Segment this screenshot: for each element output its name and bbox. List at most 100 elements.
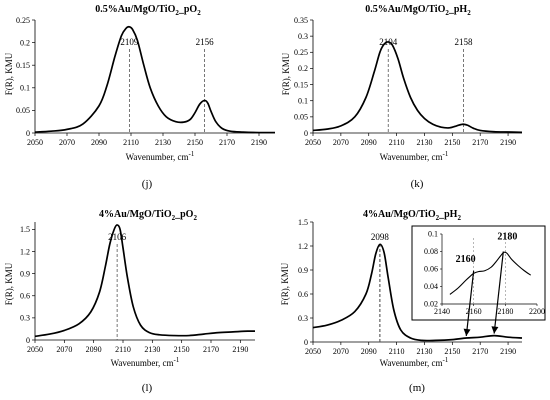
panel-l-title: 4%Au/MgO/TiO2_pO2 — [99, 209, 197, 222]
x-tick-label: 2170 — [203, 345, 219, 354]
x-tick-label: 2090 — [361, 347, 377, 356]
panel-l-letter: (l) — [142, 382, 153, 394]
y-tick-label: 0 — [26, 129, 30, 138]
y-tick-label: 0 — [304, 129, 308, 138]
panel-m: 4%Au/MgO/TiO2_pH2 F(R), KMU Wavenumber, … — [280, 209, 461, 394]
panel-k-title: 0.5%Au/MgO/TiO2_pH2 — [365, 4, 471, 17]
inset-x-tick-label: 2180 — [497, 307, 513, 316]
x-tick-label: 2110 — [123, 138, 139, 147]
inset-y-tick-label: 0.02 — [424, 300, 438, 309]
x-tick-label: 2050 — [27, 138, 43, 147]
x-tick-label: 2150 — [444, 347, 460, 356]
inset-series-line — [449, 251, 531, 295]
y-tick-label: 0.6 — [298, 290, 308, 299]
panel-l-ylabel: F(R), KMU — [4, 262, 14, 305]
x-tick-label: 2110 — [115, 345, 131, 354]
inset-x-tick-label: 2160 — [466, 307, 482, 316]
panel-j-ylabel: F(R), KMU — [4, 52, 14, 95]
plot-m: 0 0.3 0.6 0.9 1.2 1.5 2050 2070 2090 2110 2130 2150… — [298, 218, 546, 356]
y-tick-label: 0.1 — [20, 84, 30, 93]
y-tick-label: 0.05 — [16, 106, 30, 115]
panel-j: 0.5%Au/MgO/TiO2_pO2 F(R), KMU Wavenumber… — [4, 4, 201, 190]
x-tick-label: 2130 — [144, 345, 160, 354]
series-line — [312, 243, 523, 342]
x-tick-label: 2130 — [155, 138, 171, 147]
x-tick-label: 2150 — [187, 138, 203, 147]
series-line — [34, 224, 256, 338]
y-tick-label: 0 — [304, 338, 308, 347]
panel-l-xlabel: Wavenumber, cm-1 — [111, 356, 180, 368]
series-line — [312, 41, 523, 134]
inset-x-tick-label: 2140 — [434, 307, 450, 316]
x-tick-label: 2170 — [472, 138, 488, 147]
y-tick-label: 0.1 — [298, 97, 308, 106]
x-tick-label: 2190 — [251, 138, 267, 147]
x-tick-label: 2130 — [416, 347, 432, 356]
x-tick-label: 2170 — [219, 138, 235, 147]
inset-y-tick-label: 0.08 — [424, 247, 438, 256]
x-tick-label: 2110 — [389, 347, 405, 356]
y-tick-label: 0.3 — [298, 314, 308, 323]
x-tick-label: 2050 — [305, 138, 321, 147]
x-tick-label: 2190 — [500, 347, 516, 356]
x-tick-label: 2190 — [500, 138, 516, 147]
y-tick-label: 0.3 — [20, 314, 30, 323]
y-tick-label: 0.6 — [20, 292, 30, 301]
x-tick-label: 2090 — [91, 138, 107, 147]
x-tick-label: 2150 — [174, 345, 190, 354]
panel-k-letter: (k) — [411, 178, 424, 190]
peak-label: 2098 — [371, 232, 390, 242]
panel-k-ylabel: F(R), KMU — [281, 52, 291, 95]
y-tick-label: 1.5 — [20, 225, 30, 234]
plots-layer: 0 0.05 0.1 0.15 0.2 0.25 2050 2070 2090 2110 2130 2… — [16, 16, 546, 356]
inset-peak-label: 2160 — [456, 254, 476, 265]
y-tick-label: 0.2 — [298, 64, 308, 73]
y-tick-label: 0 — [26, 336, 30, 345]
inset-y-tick-label: 0.1 — [428, 230, 438, 239]
y-tick-label: 0.15 — [294, 80, 308, 89]
inset-x-tick-label: 2200 — [529, 307, 545, 316]
y-tick-label: 0.15 — [16, 61, 30, 70]
x-tick-label: 2050 — [27, 345, 43, 354]
y-tick-label: 0.2 — [20, 38, 30, 47]
panel-j-title: 0.5%Au/MgO/TiO2_pO2 — [95, 4, 201, 17]
x-tick-label: 2130 — [416, 138, 432, 147]
panel-m-letter: (m) — [409, 382, 425, 394]
y-tick-label: 0.9 — [20, 269, 30, 278]
y-tick-label: 1.5 — [298, 218, 308, 227]
x-tick-label: 2050 — [305, 347, 321, 356]
y-tick-label: 0.35 — [294, 16, 308, 25]
inset-y-tick-label: 0.06 — [424, 265, 438, 274]
x-tick-label: 2090 — [361, 138, 377, 147]
peak-label: 2109 — [120, 37, 139, 47]
y-tick-label: 0.25 — [16, 16, 30, 25]
y-tick-label: 0.9 — [298, 266, 308, 275]
plot-l: 0 0.3 0.6 0.9 1.2 1.5 2050 2070 2090 2110 2130 2150… — [20, 222, 256, 354]
x-tick-label: 2070 — [56, 345, 72, 354]
x-tick-label: 2170 — [472, 347, 488, 356]
x-tick-label: 2070 — [59, 138, 75, 147]
series-line — [34, 25, 276, 134]
inset-y-tick-label: 0.04 — [424, 282, 438, 291]
panel-m-ylabel: F(R), KMU — [280, 262, 290, 305]
panel-j-xlabel: Wavenumber, cm-1 — [126, 150, 195, 162]
y-tick-label: 1.2 — [20, 247, 30, 256]
peak-label: 2158 — [454, 37, 473, 47]
x-tick-label: 2110 — [389, 138, 405, 147]
inset-peak-label: 2180 — [497, 231, 517, 242]
panel-m-title: 4%Au/MgO/TiO2_pH2 — [363, 209, 461, 222]
peak-label: 2156 — [196, 37, 215, 47]
inset-arrow-head — [491, 326, 499, 334]
y-tick-label: 1.2 — [298, 242, 308, 251]
panel-m-xlabel: Wavenumber, cm-1 — [380, 356, 449, 368]
plot-j: 0 0.05 0.1 0.15 0.2 0.25 2050 2070 2090 2110 2130 2… — [16, 16, 276, 147]
y-tick-label: 0.25 — [294, 48, 308, 57]
y-tick-label: 0.3 — [298, 32, 308, 41]
x-tick-label: 2070 — [333, 138, 349, 147]
x-tick-label: 2070 — [333, 347, 349, 356]
inset-arrow-head — [463, 328, 471, 336]
panel-l: 4%Au/MgO/TiO2_pO2 F(R), KMU Wavenumber, … — [4, 209, 197, 394]
panel-k-xlabel: Wavenumber, cm-1 — [380, 150, 449, 162]
inset-arrow-line — [493, 251, 504, 334]
